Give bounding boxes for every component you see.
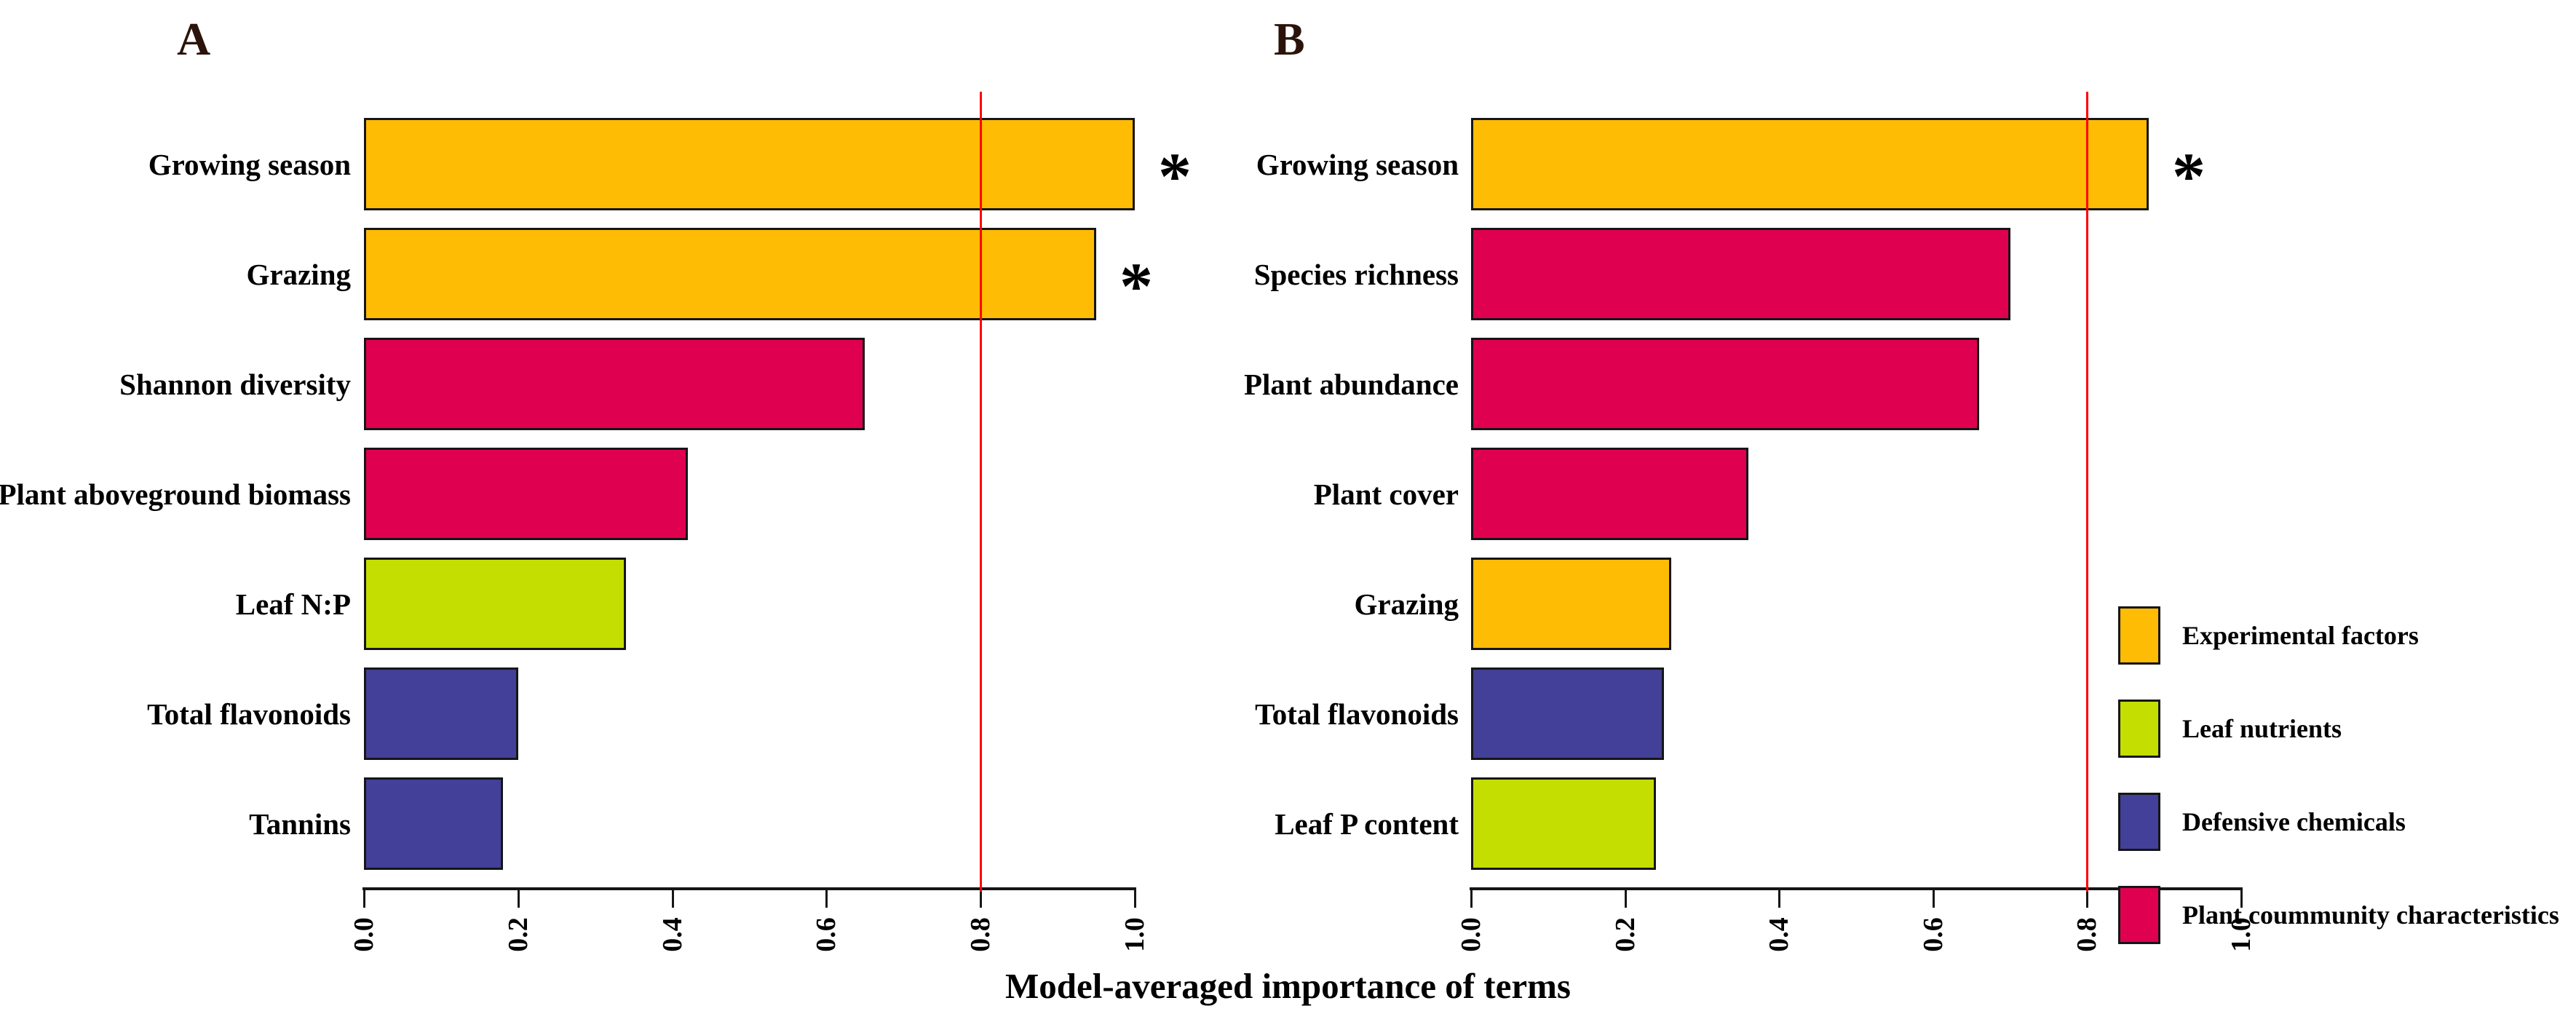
bar-total-flavonoids: [1471, 667, 1664, 760]
x-axis-tick-label: 0.0: [1456, 917, 1486, 952]
bar-species-richness: [1471, 228, 2010, 320]
panel-title-a: A: [177, 13, 211, 65]
legend-label-experimental: Experimental factors: [2182, 621, 2419, 650]
category-label-grazing: Grazing: [246, 257, 351, 291]
category-label-shannon-diversity: Shannon diversity: [119, 367, 351, 401]
x-axis-tick-label: 0.8: [965, 917, 996, 952]
bar-tannins: [364, 777, 503, 870]
x-axis-tick: [1624, 890, 1627, 908]
legend-label-leaf_nutrients: Leaf nutrients: [2182, 714, 2342, 743]
x-axis-tick: [517, 890, 520, 908]
x-axis-tick-label: 0.0: [349, 917, 379, 952]
x-axis-tick-label: 0.2: [502, 917, 534, 952]
legend-swatch-experimental: [2118, 606, 2160, 665]
legend-label-defensive: Defensive chemicals: [2182, 807, 2406, 836]
bar-growing-season: [1471, 118, 2149, 210]
bar-total-flavonoids: [364, 667, 518, 760]
significance-star-grazing: *: [1119, 248, 1154, 323]
x-axis-tick: [2240, 890, 2243, 908]
category-label-leaf-n-p: Leaf N:P: [235, 587, 351, 621]
category-label-plant-abundance: Plant abundance: [1243, 367, 1459, 401]
bar-leaf-p-content: [1471, 777, 1656, 870]
x-axis-tick: [1778, 890, 1781, 908]
category-label-leaf-p-content: Leaf P content: [1275, 807, 1459, 841]
x-axis-tick-label: 0.6: [1917, 917, 1949, 952]
category-label-growing-season: Growing season: [1256, 147, 1459, 181]
category-label-grazing: Grazing: [1354, 587, 1459, 621]
x-axis-tick-label: 0.6: [811, 917, 842, 952]
bar-grazing: [364, 228, 1096, 320]
x-axis-tick: [1134, 890, 1136, 908]
x-axis-tick: [1470, 890, 1473, 908]
category-label-plant-cover: Plant cover: [1313, 477, 1459, 511]
x-axis-tick: [671, 890, 674, 908]
bar-grazing: [1471, 558, 1671, 650]
reference-line-0-8: [980, 92, 983, 892]
legend-swatch-defensive: [2118, 793, 2160, 851]
bar-plant-abundance: [1471, 338, 1979, 430]
bar-plant-aboveground-biomass: [364, 448, 688, 540]
bar-leaf-n-p: [364, 558, 626, 650]
bar-growing-season: [364, 118, 1135, 210]
category-label-species-richness: Species richness: [1253, 257, 1459, 291]
legend-swatch-community: [2118, 886, 2160, 944]
legend-swatch-leaf_nutrients: [2118, 700, 2160, 758]
reference-line-0-8: [2086, 92, 2089, 892]
bar-plant-cover: [1471, 448, 1748, 540]
bar-shannon-diversity: [364, 338, 865, 430]
x-axis-tick-label: 0.4: [657, 917, 688, 952]
x-axis-tick: [980, 890, 983, 908]
panel-title-b: B: [1274, 13, 1305, 65]
x-axis-tick: [1932, 890, 1935, 908]
significance-star-growing-season: *: [1158, 138, 1192, 213]
category-label-growing-season: Growing season: [148, 147, 351, 181]
category-label-plant-aboveground-biomass: Plant aboveground biomass: [0, 477, 351, 511]
x-axis-tick: [2086, 890, 2089, 908]
x-axis-tick-label: 1.0: [1119, 917, 1150, 952]
x-axis-tick-label: 0.8: [2072, 917, 2103, 952]
x-axis-tick: [825, 890, 828, 908]
significance-star-growing-season: *: [2172, 138, 2206, 213]
x-axis-tick-label: 0.2: [1609, 917, 1641, 952]
x-axis-tick: [363, 890, 365, 908]
category-label-total-flavonoids: Total flavonoids: [147, 697, 351, 731]
x-axis-tick-label: 0.4: [1764, 917, 1795, 952]
legend-label-community: Plant coummunity characteristics: [2182, 900, 2559, 930]
x-axis-line: [1470, 887, 2243, 890]
category-label-total-flavonoids: Total flavonoids: [1255, 697, 1459, 731]
x-axis-title: Model-averaged importance of terms: [1005, 966, 1571, 1006]
x-axis-line: [362, 887, 1136, 890]
category-label-tannins: Tannins: [249, 807, 351, 841]
